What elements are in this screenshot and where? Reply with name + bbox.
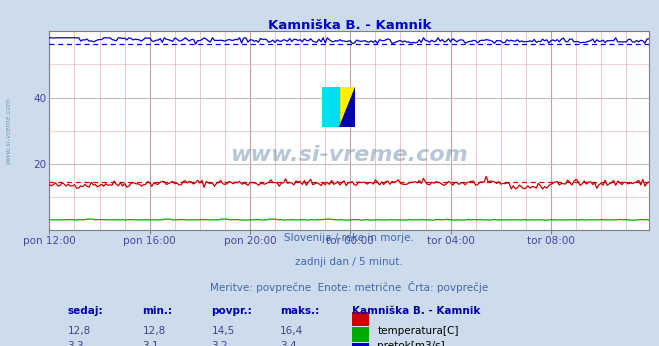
Text: www.si-vreme.com: www.si-vreme.com <box>231 145 468 165</box>
Text: 16,4: 16,4 <box>280 326 304 336</box>
Text: 3,1: 3,1 <box>142 342 159 346</box>
FancyBboxPatch shape <box>353 312 369 326</box>
Text: Kamniška B. - Kamnik: Kamniška B. - Kamnik <box>353 306 480 316</box>
Text: 3,2: 3,2 <box>212 342 228 346</box>
Text: min.:: min.: <box>142 306 173 316</box>
Text: Kamniška B. - Kamnik: Kamniška B. - Kamnik <box>268 19 431 32</box>
Text: 3,3: 3,3 <box>67 342 84 346</box>
Text: temperatura[C]: temperatura[C] <box>378 326 459 336</box>
Text: zadnji dan / 5 minut.: zadnji dan / 5 minut. <box>295 257 403 267</box>
Text: 12,8: 12,8 <box>67 326 91 336</box>
Text: sedaj:: sedaj: <box>67 306 103 316</box>
FancyBboxPatch shape <box>353 327 369 342</box>
Text: Slovenija / reke in morje.: Slovenija / reke in morje. <box>284 233 415 243</box>
FancyBboxPatch shape <box>353 343 369 346</box>
Text: 3,4: 3,4 <box>280 342 297 346</box>
Text: 14,5: 14,5 <box>212 326 235 336</box>
Text: maks.:: maks.: <box>280 306 320 316</box>
Text: www.si-vreme.com: www.si-vreme.com <box>6 98 12 164</box>
Text: pretok[m3/s]: pretok[m3/s] <box>378 342 445 346</box>
Text: 12,8: 12,8 <box>142 326 165 336</box>
Text: Meritve: povprečne  Enote: metrične  Črta: povprečje: Meritve: povprečne Enote: metrične Črta:… <box>210 281 488 293</box>
Text: povpr.:: povpr.: <box>212 306 252 316</box>
